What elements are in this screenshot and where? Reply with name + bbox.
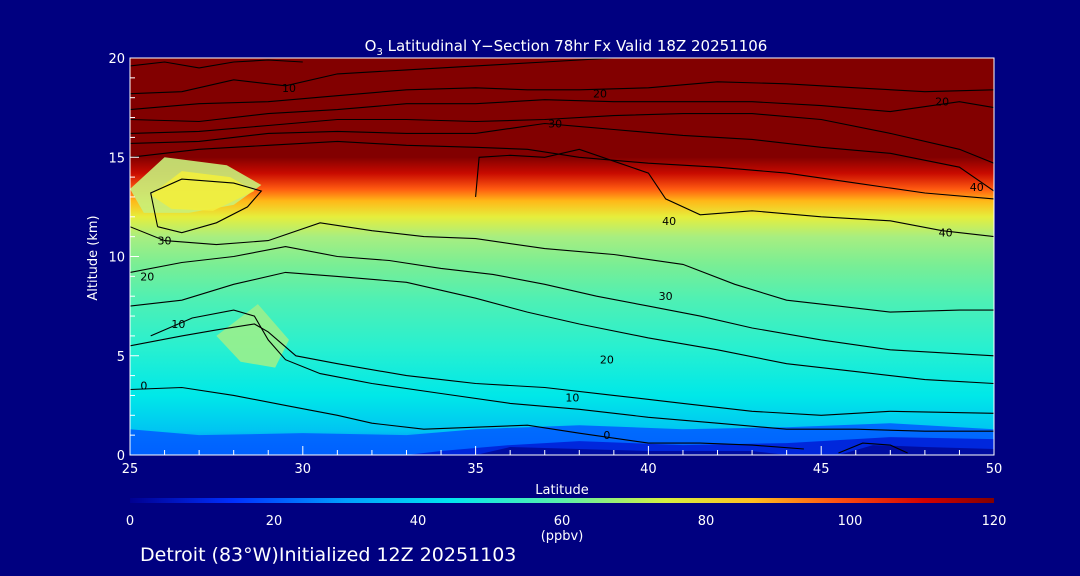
contour-label-5: 40: [662, 215, 676, 228]
contour-line-4: [130, 113, 994, 164]
colorbar-tick-label: 100: [838, 514, 863, 529]
contour-label-2: 20: [935, 96, 949, 109]
contour-line-5: [130, 122, 994, 192]
y-tick-label: 10: [108, 251, 125, 266]
y-tick-label: 20: [108, 52, 125, 67]
contour-line-1: [130, 58, 683, 95]
field-patch-3: [838, 445, 994, 455]
contour-line-6: [130, 140, 994, 200]
contour-label-13: 0: [140, 380, 147, 393]
contour-label-0: 10: [282, 82, 296, 95]
colorbar-tick-label: 0: [126, 514, 134, 529]
colorbar-tick-label: 80: [698, 514, 715, 529]
colorbar-tick-label: 40: [410, 514, 427, 529]
x-tick-label: 35: [467, 462, 484, 477]
contour-label-12: 10: [565, 391, 579, 404]
x-tick-label: 30: [295, 462, 312, 477]
colorbar: 0 20 40 60 80 100 120 (ppbv): [126, 498, 1007, 544]
colorbar-units: (ppbv): [541, 529, 584, 544]
contour-label-7: 30: [158, 235, 172, 248]
contour-line-10: [130, 246, 994, 357]
x-axis-label: Latitude: [535, 483, 589, 498]
contour-line-3: [130, 99, 994, 123]
contour-label-9: 10: [171, 318, 185, 331]
contour-line-0: [130, 59, 303, 69]
contour-line-7: [475, 148, 994, 238]
x-tick-label: 25: [122, 462, 139, 477]
colorbar-tick-label: 120: [982, 514, 1007, 529]
contour-line-8: [150, 178, 263, 234]
contour-label-10: 30: [659, 290, 673, 303]
x-tick-label: 45: [813, 462, 830, 477]
contour-line-14: [130, 386, 804, 450]
contour-line-9: [130, 222, 994, 313]
y-axis-label: Altitude (km): [86, 215, 101, 300]
contour-label-6: 40: [939, 227, 953, 240]
contour-line-13: [130, 323, 994, 416]
contour-label-4: 40: [970, 181, 984, 194]
field-patch-4: [216, 304, 289, 368]
contour-label-1: 20: [593, 88, 607, 101]
chart-title: O3 Latitudinal Y−Section 78hr Fx Valid 1…: [365, 37, 768, 58]
y-tick-label: 0: [117, 449, 125, 464]
y-tick-label: 15: [108, 151, 125, 166]
contour-label-8: 20: [140, 270, 154, 283]
x-tick-label: 40: [640, 462, 657, 477]
field-patch-2: [475, 447, 787, 455]
footer-location-text: Detroit (83°W)Initialized 12Z 20251103: [140, 544, 516, 566]
contour-line-2: [130, 81, 994, 111]
colorbar-gradient: [130, 498, 994, 503]
y-tick-label: 5: [117, 350, 125, 365]
colorbar-tick-label: 20: [266, 514, 283, 529]
plot-area: 10 20 20 30 40 40 40 30 20 10 30 20 10 0 0 25 30 35 40 45 5…: [108, 52, 1002, 477]
contour-label-11: 20: [600, 354, 614, 367]
contour-label-14: 0: [603, 429, 610, 442]
contour-label-3: 30: [548, 118, 562, 131]
contour-line-12: [150, 309, 994, 432]
contour-line-15: [838, 442, 908, 454]
x-tick-label: 50: [986, 462, 1003, 477]
colorbar-tick-label: 60: [554, 514, 571, 529]
contour-line-11: [130, 271, 994, 385]
